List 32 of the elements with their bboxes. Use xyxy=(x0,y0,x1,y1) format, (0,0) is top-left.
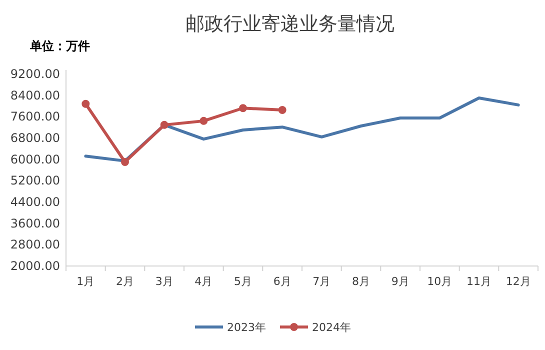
x-tick-label: 6月 xyxy=(273,275,292,288)
legend-label: 2024年 xyxy=(312,321,351,334)
x-tick-label: 7月 xyxy=(312,275,331,288)
y-tick-label: 2800.00 xyxy=(10,238,60,252)
x-tick-label: 12月 xyxy=(506,275,531,288)
x-tick-label: 8月 xyxy=(352,275,370,288)
point xyxy=(239,104,247,112)
y-tick-label: 4400.00 xyxy=(10,195,60,209)
y-tick-label: 8400.00 xyxy=(10,88,60,102)
x-tick-label: 4月 xyxy=(194,275,213,288)
y-tick-label: 7600.00 xyxy=(10,110,60,124)
legend-label: 2023年 xyxy=(227,321,266,334)
x-tick-label: 11月 xyxy=(466,275,492,288)
y-tick-label: 5200.00 xyxy=(10,174,60,188)
point xyxy=(82,100,90,108)
x-tick-label: 10月 xyxy=(427,275,452,288)
y-tick-label: 6800.00 xyxy=(10,131,60,145)
x-tick-label: 5月 xyxy=(234,275,252,288)
point xyxy=(200,116,208,125)
x-tick-label: 1月 xyxy=(76,275,95,288)
point xyxy=(278,106,286,114)
y-tick-label: 9200.00 xyxy=(10,67,60,81)
point xyxy=(121,158,129,166)
y-tick-label: 2000.00 xyxy=(10,259,60,273)
y-tick-label: 6000.00 xyxy=(10,152,60,166)
x-tick-label: 3月 xyxy=(155,275,174,288)
x-tick-label: 9月 xyxy=(391,275,410,288)
y-axis-title: 单位：万件 xyxy=(29,39,90,53)
point xyxy=(160,120,168,129)
x-tick-label: 2月 xyxy=(116,275,134,288)
chart-title: 邮政行业寄递业务量情况 xyxy=(186,13,394,35)
y-tick-label: 3600.00 xyxy=(10,216,60,230)
